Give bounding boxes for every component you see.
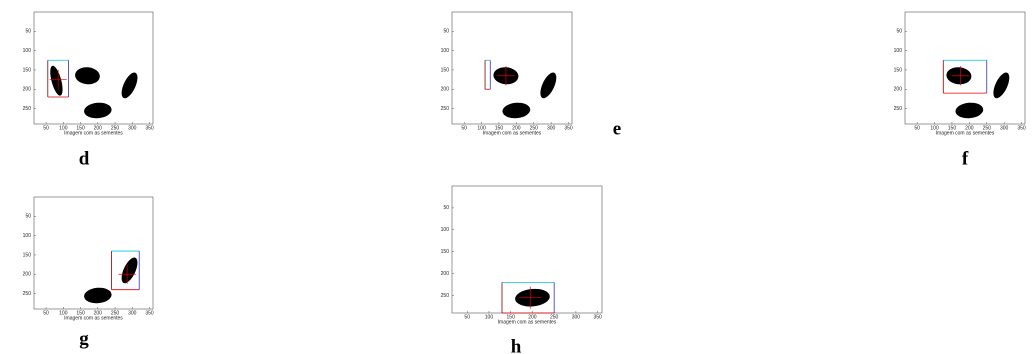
x-tick-label: 100 [59,125,68,131]
seed [84,102,112,119]
seed [84,287,112,304]
x-tick-label: 250 [111,125,120,131]
x-tick-label: 200 [528,314,537,320]
seed [50,65,63,96]
seed [955,102,984,119]
x-tick-label: 300 [547,125,556,131]
y-tick-label: 250 [23,106,32,112]
panel-letter: h [511,336,522,354]
x-tick-label: 100 [930,125,939,131]
y-tick-label: 200 [441,87,450,93]
y-tick-label: 200 [23,272,32,278]
seed [993,72,1010,99]
x-tick-label: 200 [512,125,521,131]
y-tick-label: 150 [23,67,32,73]
x-tick-label: 350 [1017,125,1026,131]
y-tick-label: 50 [896,29,902,35]
y-tick-label: 50 [443,205,449,211]
x-tick-label: 150 [76,310,85,316]
x-axis-label: Imagem com as sementes [936,130,995,136]
seed [502,102,531,119]
x-tick-label: 350 [145,125,154,131]
panel-letter: e [613,118,621,139]
x-tick-label: 50 [43,125,49,131]
seed [121,72,138,99]
x-tick-label: 50 [914,125,920,131]
x-tick-label: 250 [111,310,120,316]
y-tick-label: 150 [894,67,903,73]
panel-letter: f [962,148,969,169]
y-tick-label: 250 [23,291,32,297]
x-tick-label: 300 [572,314,581,320]
y-tick-label: 150 [441,249,450,255]
x-tick-label: 350 [593,314,602,320]
y-tick-label: 250 [441,106,450,112]
y-tick-label: 50 [443,29,449,35]
y-tick-label: 200 [441,271,450,277]
x-tick-label: 100 [59,310,68,316]
x-tick-label: 350 [564,125,573,131]
x-tick-label: 100 [485,314,494,320]
y-tick-label: 100 [894,48,903,54]
x-tick-label: 50 [464,314,470,320]
y-tick-label: 50 [25,29,31,35]
x-tick-label: 250 [983,125,992,131]
x-tick-label: 50 [461,125,467,131]
x-axis-label: Imagem com as sementes [64,130,123,136]
x-tick-label: 100 [477,125,486,131]
y-tick-label: 100 [23,48,32,54]
x-tick-label: 200 [94,125,103,131]
y-tick-label: 100 [23,233,32,239]
panel-letter: d [79,148,90,169]
x-tick-label: 150 [76,125,85,131]
y-tick-label: 250 [441,293,450,299]
y-tick-label: 150 [441,67,450,73]
y-tick-label: 200 [23,87,32,93]
y-tick-label: 50 [25,214,31,220]
x-tick-label: 150 [948,125,957,131]
x-tick-label: 50 [43,310,49,316]
x-tick-label: 250 [530,125,539,131]
x-tick-label: 200 [94,310,103,316]
y-tick-label: 250 [894,106,903,112]
x-tick-label: 300 [128,125,137,131]
y-tick-label: 100 [441,48,450,54]
y-tick-label: 100 [441,227,450,233]
x-axis-label: Imagem com as sementes [498,319,557,325]
x-axis-label: Imagem com as sementes [64,315,123,321]
y-tick-label: 200 [894,87,903,93]
y-tick-label: 150 [23,252,32,258]
x-tick-label: 150 [495,125,504,131]
x-tick-label: 300 [1000,125,1009,131]
x-tick-label: 300 [128,310,137,316]
x-tick-label: 200 [965,125,974,131]
panel-letter: g [79,328,89,349]
seed [121,257,138,284]
seed [75,67,100,85]
x-axis-label: Imagem com as sementes [483,130,542,136]
x-tick-label: 250 [550,314,559,320]
x-tick-label: 150 [507,314,516,320]
seed [540,72,557,99]
x-tick-label: 350 [145,310,154,316]
